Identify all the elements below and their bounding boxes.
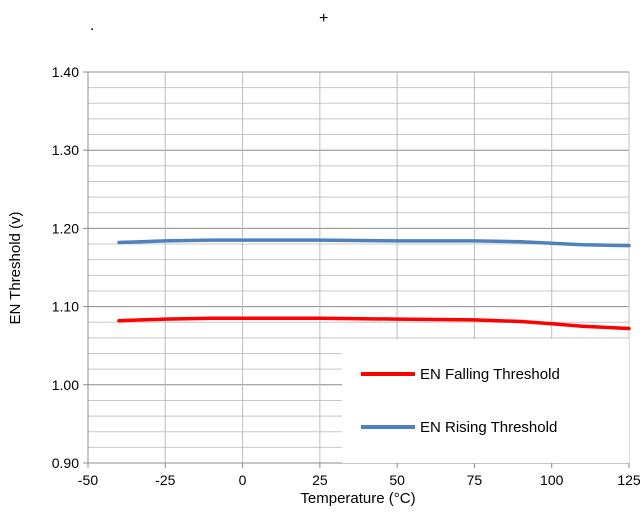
tick-labels: 0.90 1.00 1.10 1.20 1.30 1.40 -50 -25 0 25 50 75 100…	[52, 64, 641, 488]
y-tick-label: 0.90	[52, 455, 79, 471]
y-axis-title: EN Threshold (v)	[7, 211, 24, 324]
x-tick-label: 0	[239, 472, 247, 488]
y-tick-label: 1.20	[52, 220, 79, 236]
series-lines	[117, 238, 631, 331]
y-tick-label: 1.00	[52, 377, 79, 393]
x-tick-label: -25	[155, 472, 175, 488]
y-tick-label: 1.10	[52, 299, 79, 315]
legend-label-rising: EN Rising Threshold	[420, 419, 557, 436]
series-line-falling	[117, 316, 631, 331]
legend: EN Falling Threshold EN Rising Threshold	[342, 339, 629, 463]
series-line-rising	[117, 238, 631, 248]
legend-label-falling: EN Falling Threshold	[420, 366, 560, 383]
x-tick-label: 125	[617, 472, 641, 488]
x-tick-label: 50	[389, 472, 405, 488]
stray-plus-mark: +	[319, 10, 328, 27]
legend-box	[342, 339, 629, 463]
x-tick-label: 100	[540, 472, 564, 488]
x-tick-label: 25	[312, 472, 328, 488]
y-tick-label: 1.30	[52, 142, 79, 158]
y-tick-label: 1.40	[52, 64, 79, 80]
x-tick-label: 75	[467, 472, 483, 488]
x-tick-label: -50	[78, 472, 98, 488]
stray-dot-mark: .	[90, 17, 94, 34]
x-axis-title: Temperature (°C)	[300, 490, 415, 507]
